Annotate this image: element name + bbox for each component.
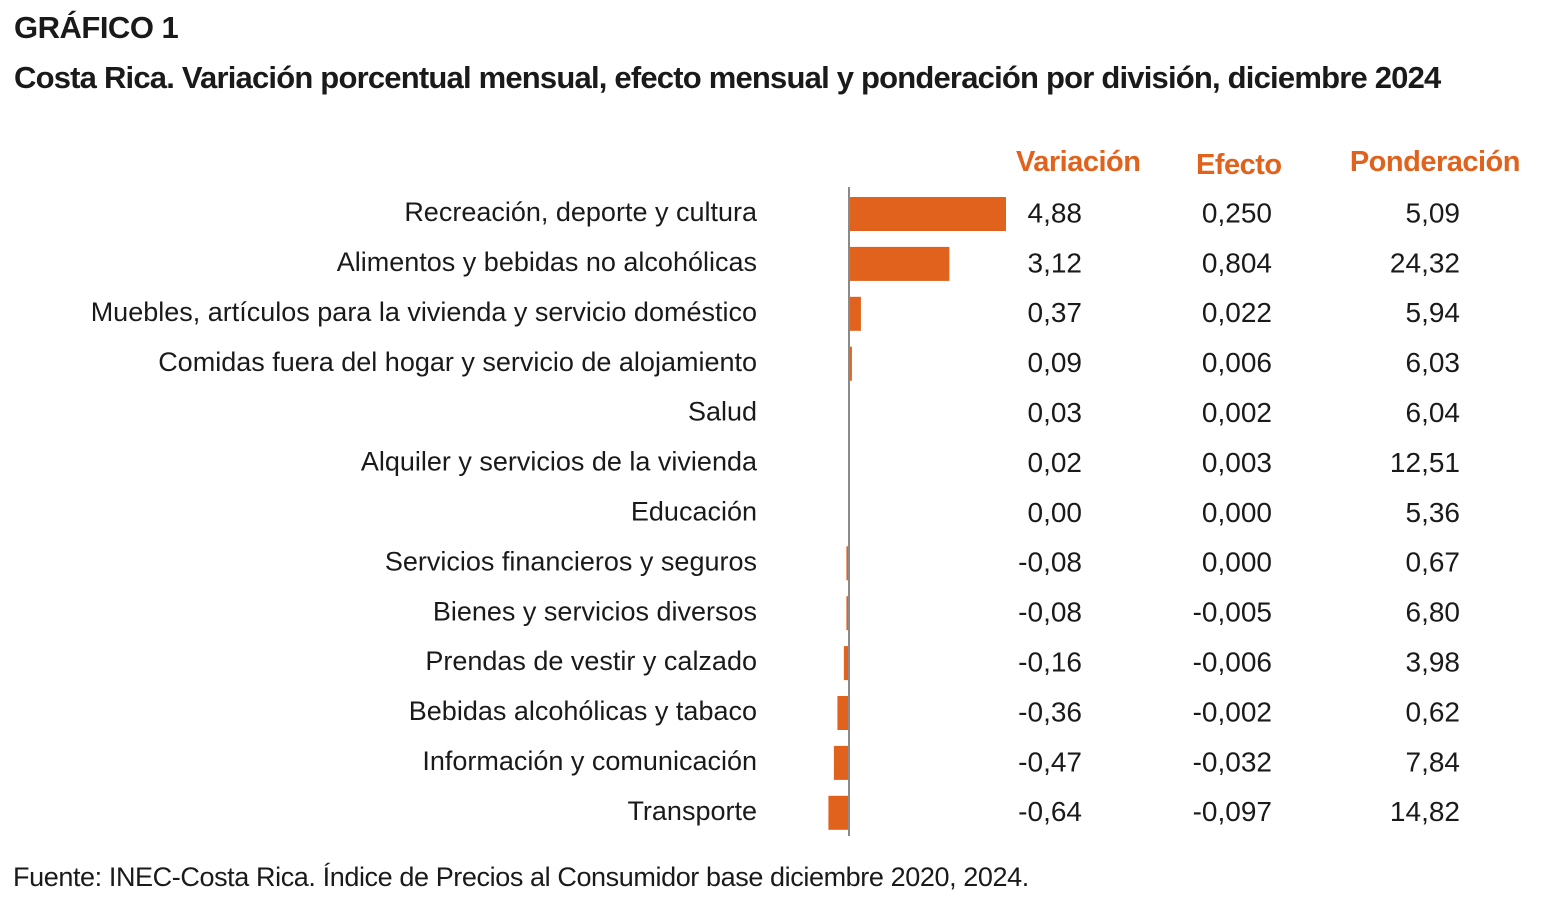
variacion-value: 0,03 (1028, 397, 1083, 428)
category-label: Educación (631, 497, 757, 527)
header-efecto: Efecto (1196, 149, 1282, 181)
category-label: Bienes y servicios diversos (433, 596, 757, 626)
ponderacion-value: 24,32 (1390, 247, 1460, 278)
ponderacion-value: 6,03 (1406, 347, 1461, 378)
efecto-value: 0,002 (1202, 397, 1272, 428)
variacion-value: 0,37 (1028, 297, 1083, 328)
category-label: Recreación, deporte y cultura (404, 197, 758, 227)
variacion-value: 4,88 (1028, 197, 1083, 228)
bar (843, 646, 849, 681)
category-label: Bebidas alcohólicas y tabaco (409, 696, 757, 726)
bar (849, 197, 1006, 231)
bar (849, 246, 950, 281)
bar (837, 696, 849, 730)
category-label: Salud (688, 397, 757, 427)
category-label: Alquiler y servicios de la vivienda (361, 447, 758, 477)
ponderacion-value: 5,36 (1406, 497, 1461, 528)
efecto-value: 0,006 (1202, 347, 1272, 378)
efecto-value: 0,022 (1202, 297, 1272, 328)
category-label: Alimentos y bebidas no alcohólicas (337, 247, 757, 277)
variacion-value: -0,08 (1018, 597, 1082, 628)
efecto-value: -0,005 (1193, 597, 1272, 628)
ponderacion-value: 5,09 (1406, 197, 1461, 228)
efecto-value: 0,000 (1202, 497, 1272, 528)
category-label: Comidas fuera del hogar y servicio de al… (158, 347, 757, 377)
category-label: Prendas de vestir y calzado (425, 646, 757, 676)
ponderacion-value: 0,67 (1406, 547, 1461, 578)
efecto-value: 0,250 (1202, 197, 1272, 228)
variacion-value: 0,02 (1028, 447, 1083, 478)
chart-title: Costa Rica. Variación porcentual mensual… (14, 60, 1441, 95)
header-ponderacion: Ponderación (1349, 146, 1521, 178)
bar (833, 745, 849, 780)
variacion-value: 0,09 (1028, 347, 1083, 378)
category-label: Servicios financieros y seguros (385, 546, 757, 576)
category-label: Información y comunicación (422, 746, 757, 776)
efecto-value: -0,002 (1193, 696, 1272, 727)
bar (849, 346, 852, 381)
efecto-value: 0,003 (1202, 447, 1272, 478)
ponderacion-value: 12,51 (1390, 447, 1460, 478)
header-variacion: Variación (1016, 146, 1141, 178)
ponderacion-value: 6,04 (1406, 397, 1461, 428)
bar (849, 296, 861, 331)
chart-label: GRÁFICO 1 (14, 10, 179, 45)
bar (846, 596, 849, 631)
source-note: Fuente: INEC-Costa Rica. Índice de Preci… (13, 862, 1029, 892)
bar (828, 795, 849, 830)
efecto-value: -0,097 (1193, 796, 1272, 827)
efecto-value: -0,032 (1193, 746, 1272, 777)
variacion-value: -0,36 (1018, 696, 1082, 727)
labels-layer: Recreación, deporte y cultura Alimentos y… (91, 197, 758, 826)
bars-layer (828, 197, 1006, 830)
variacion-value: -0,08 (1018, 547, 1082, 578)
ponderacion-value: 3,98 (1406, 646, 1461, 677)
value-columns: 4,88 0,250 5,09 3,12 0,804 24,32 0,37 0,022 5,94… (1018, 197, 1460, 827)
bar (846, 546, 849, 581)
variacion-value: -0,64 (1018, 796, 1082, 827)
ponderacion-value: 5,94 (1406, 297, 1461, 328)
ponderacion-value: 0,62 (1406, 696, 1461, 727)
efecto-value: -0,006 (1193, 646, 1272, 677)
efecto-value: 0,000 (1202, 547, 1272, 578)
category-label: Transporte (627, 796, 757, 826)
variacion-value: -0,47 (1018, 746, 1082, 777)
variacion-value: 0,00 (1028, 497, 1083, 528)
variacion-value: -0,16 (1018, 646, 1082, 677)
category-label: Muebles, artículos para la vivienda y se… (91, 297, 757, 327)
efecto-value: 0,804 (1202, 247, 1272, 278)
ponderacion-value: 7,84 (1406, 746, 1461, 777)
ponderacion-value: 14,82 (1390, 796, 1460, 827)
ponderacion-value: 6,80 (1406, 597, 1461, 628)
variacion-value: 3,12 (1028, 247, 1083, 278)
